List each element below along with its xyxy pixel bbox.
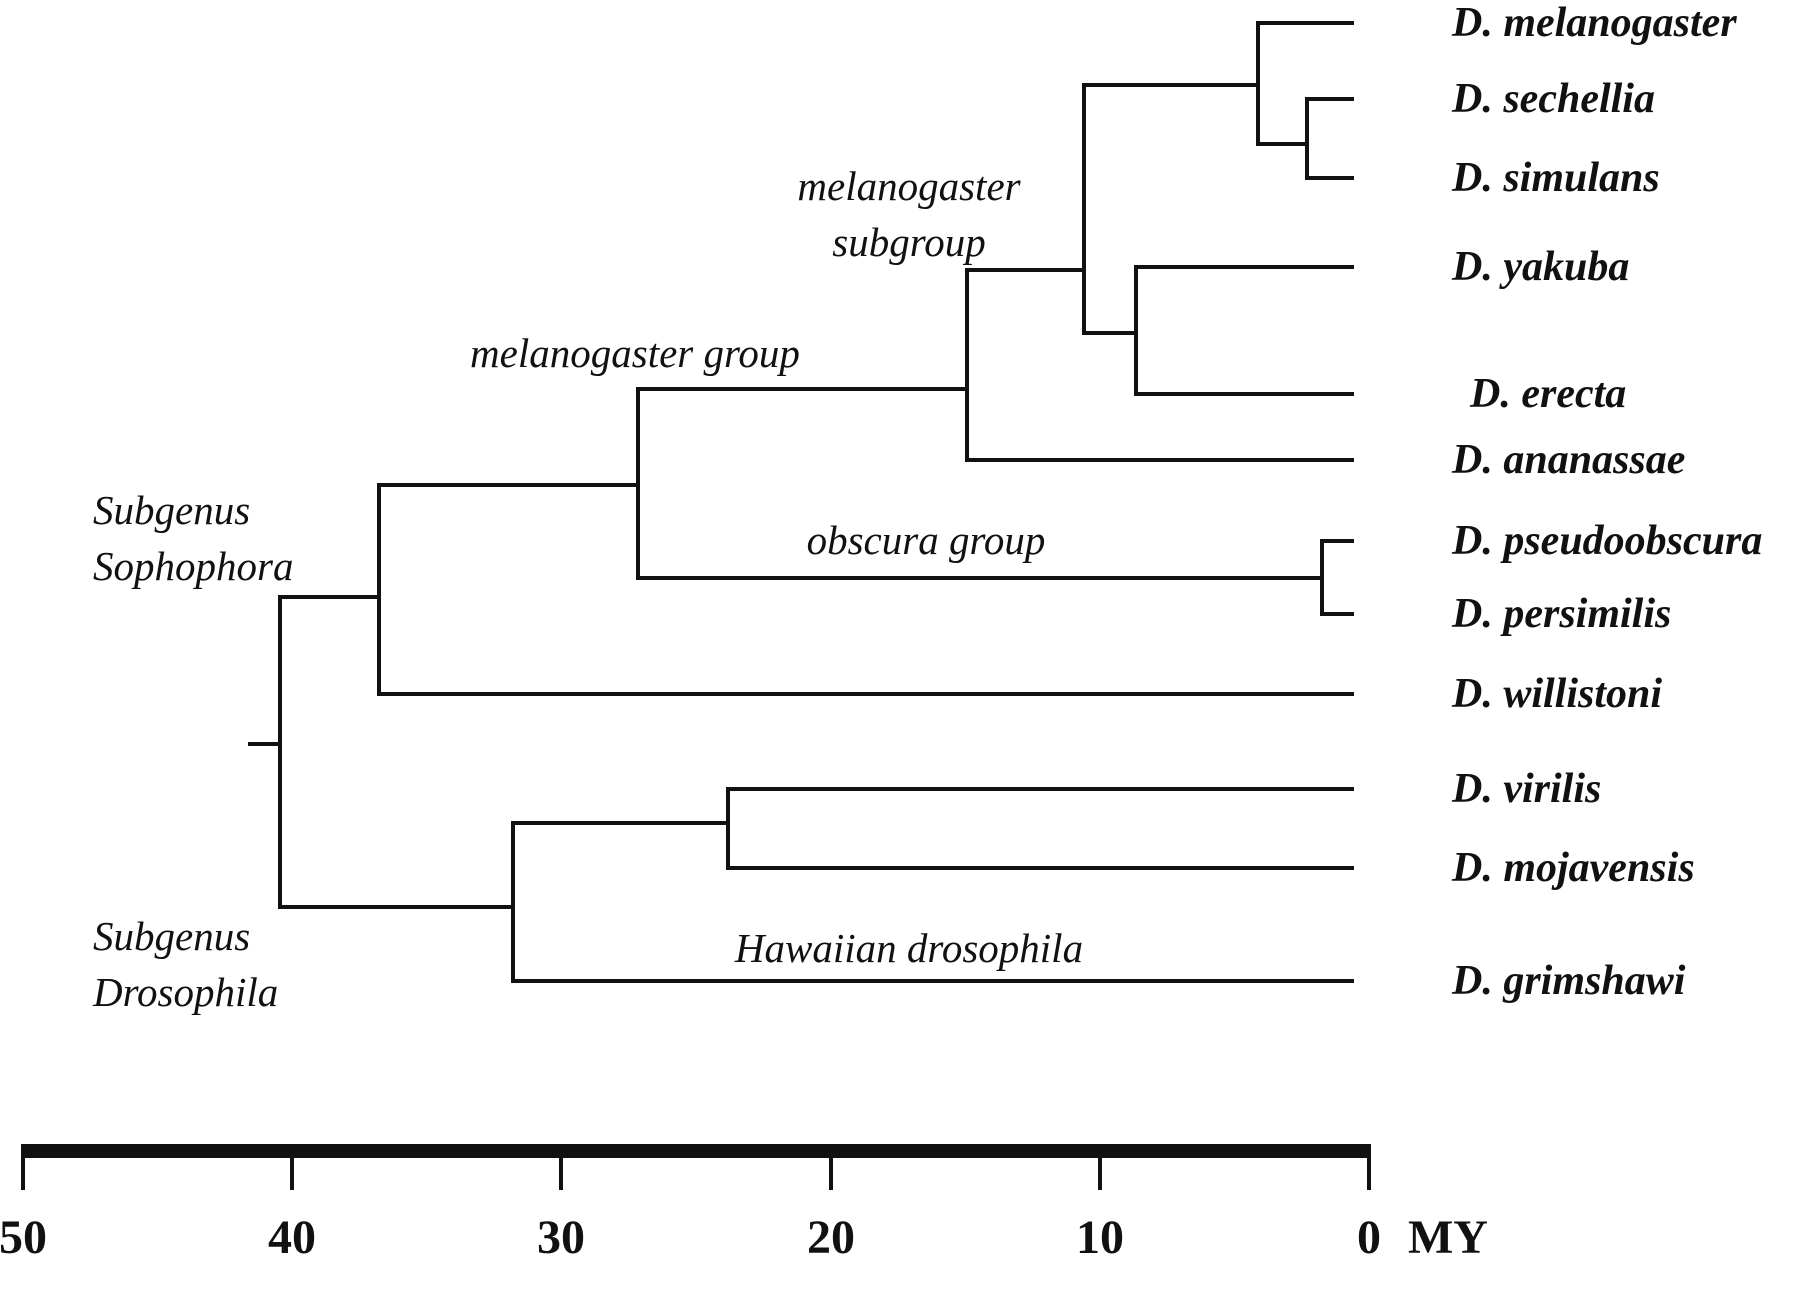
tree-svg xyxy=(248,21,1354,983)
phylogeny-figure: D. melanogaster D. sechellia D. simulans D.… xyxy=(0,0,1763,1264)
